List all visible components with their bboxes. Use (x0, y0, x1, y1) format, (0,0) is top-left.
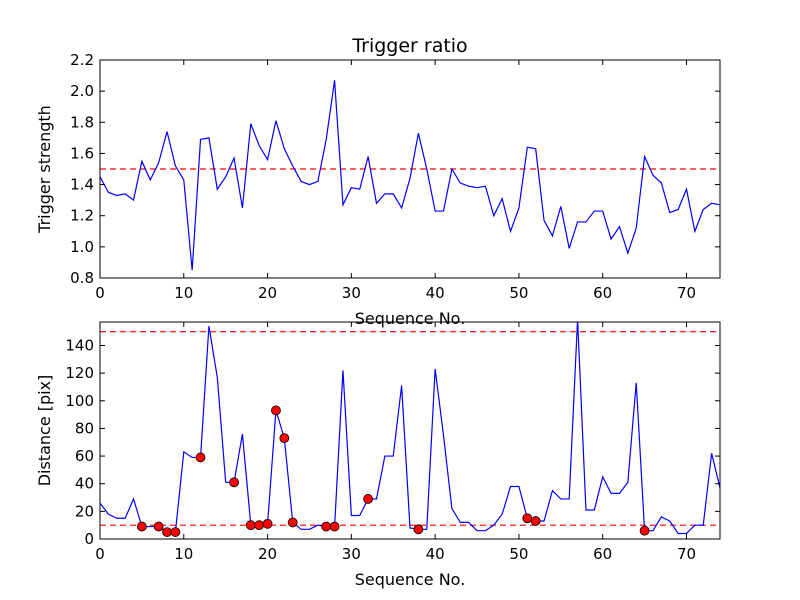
x-tick-label: 30 (342, 284, 361, 302)
x-tick-label: 40 (426, 545, 445, 563)
y-axis-label: Distance [pix] (35, 375, 54, 487)
x-tick-label: 60 (593, 284, 612, 302)
series-line (100, 322, 720, 535)
x-tick-label: 10 (174, 545, 193, 563)
y-tick-label: 120 (65, 364, 94, 382)
x-tick-label: 60 (593, 545, 612, 563)
x-tick-label: 50 (509, 545, 528, 563)
y-tick-label: 20 (75, 502, 94, 520)
x-tick-label: 40 (426, 284, 445, 302)
data-point-marker (195, 452, 206, 463)
x-tick-label: 0 (95, 284, 105, 302)
data-point-marker (162, 527, 172, 537)
y-tick-label: 140 (65, 336, 94, 354)
data-point-marker (136, 521, 147, 532)
distance-chart: 0 10 20 30 40 50 60 70 0 20 40 60 80 100 120 140 Sequenc… (35, 321, 721, 589)
y-tick-label: 40 (75, 475, 94, 493)
y-tick-label: 1.0 (70, 238, 94, 256)
y-tick-label: 2.0 (70, 82, 94, 100)
x-tick-label: 20 (258, 284, 277, 302)
y-tick-label: 2.2 (70, 51, 94, 69)
x-tick-label: 30 (342, 545, 361, 563)
axes-frame (99, 59, 721, 279)
x-tick-label: 0 (95, 545, 105, 563)
data-point-marker (271, 405, 281, 416)
x-axis-label: Sequence No. (355, 570, 466, 589)
y-tick-label: 1.8 (70, 113, 94, 131)
x-tick-label: 50 (509, 284, 528, 302)
data-point-marker (522, 513, 533, 524)
y-axis-label: Trigger strength (35, 105, 54, 234)
y-tick-label: 0.8 (70, 269, 94, 287)
series-line (100, 80, 720, 271)
plot-area (100, 80, 720, 271)
data-point-marker (329, 521, 340, 532)
y-tick-label: 1.6 (70, 144, 94, 162)
axes-frame (99, 321, 721, 540)
data-point-marker (321, 521, 332, 532)
y-tick-label: 0 (84, 530, 94, 548)
trigger-ratio-chart: 0 10 20 30 40 50 60 70 0.8 1.0 1.2 1.4 1.6 1.8 2.0 2.2 T… (35, 35, 721, 328)
x-tick-label: 70 (677, 545, 696, 563)
data-point-marker (245, 520, 256, 531)
data-point-marker (413, 524, 424, 535)
data-point-marker (363, 494, 374, 504)
y-tick-label: 1.2 (70, 207, 94, 225)
data-point-marker (153, 521, 164, 532)
plot-area (100, 322, 720, 535)
y-tick-label: 60 (75, 447, 94, 465)
data-point-marker (262, 518, 273, 529)
x-tick-label: 10 (174, 284, 193, 302)
y-tick-label: 1.4 (70, 176, 94, 194)
data-point-marker (530, 516, 541, 526)
chart-title: Trigger ratio (351, 35, 467, 57)
y-tick-label: 100 (65, 392, 94, 410)
data-point-marker (170, 527, 181, 537)
data-point-marker (639, 525, 650, 536)
data-point-marker (279, 433, 290, 444)
x-axis-label: Sequence No. (355, 309, 466, 328)
data-point-marker (254, 520, 265, 531)
data-point-marker (229, 477, 239, 488)
x-tick-label: 70 (677, 284, 696, 302)
x-tick-label: 20 (258, 545, 277, 563)
y-tick-label: 80 (75, 419, 94, 437)
data-point-marker (287, 517, 298, 528)
